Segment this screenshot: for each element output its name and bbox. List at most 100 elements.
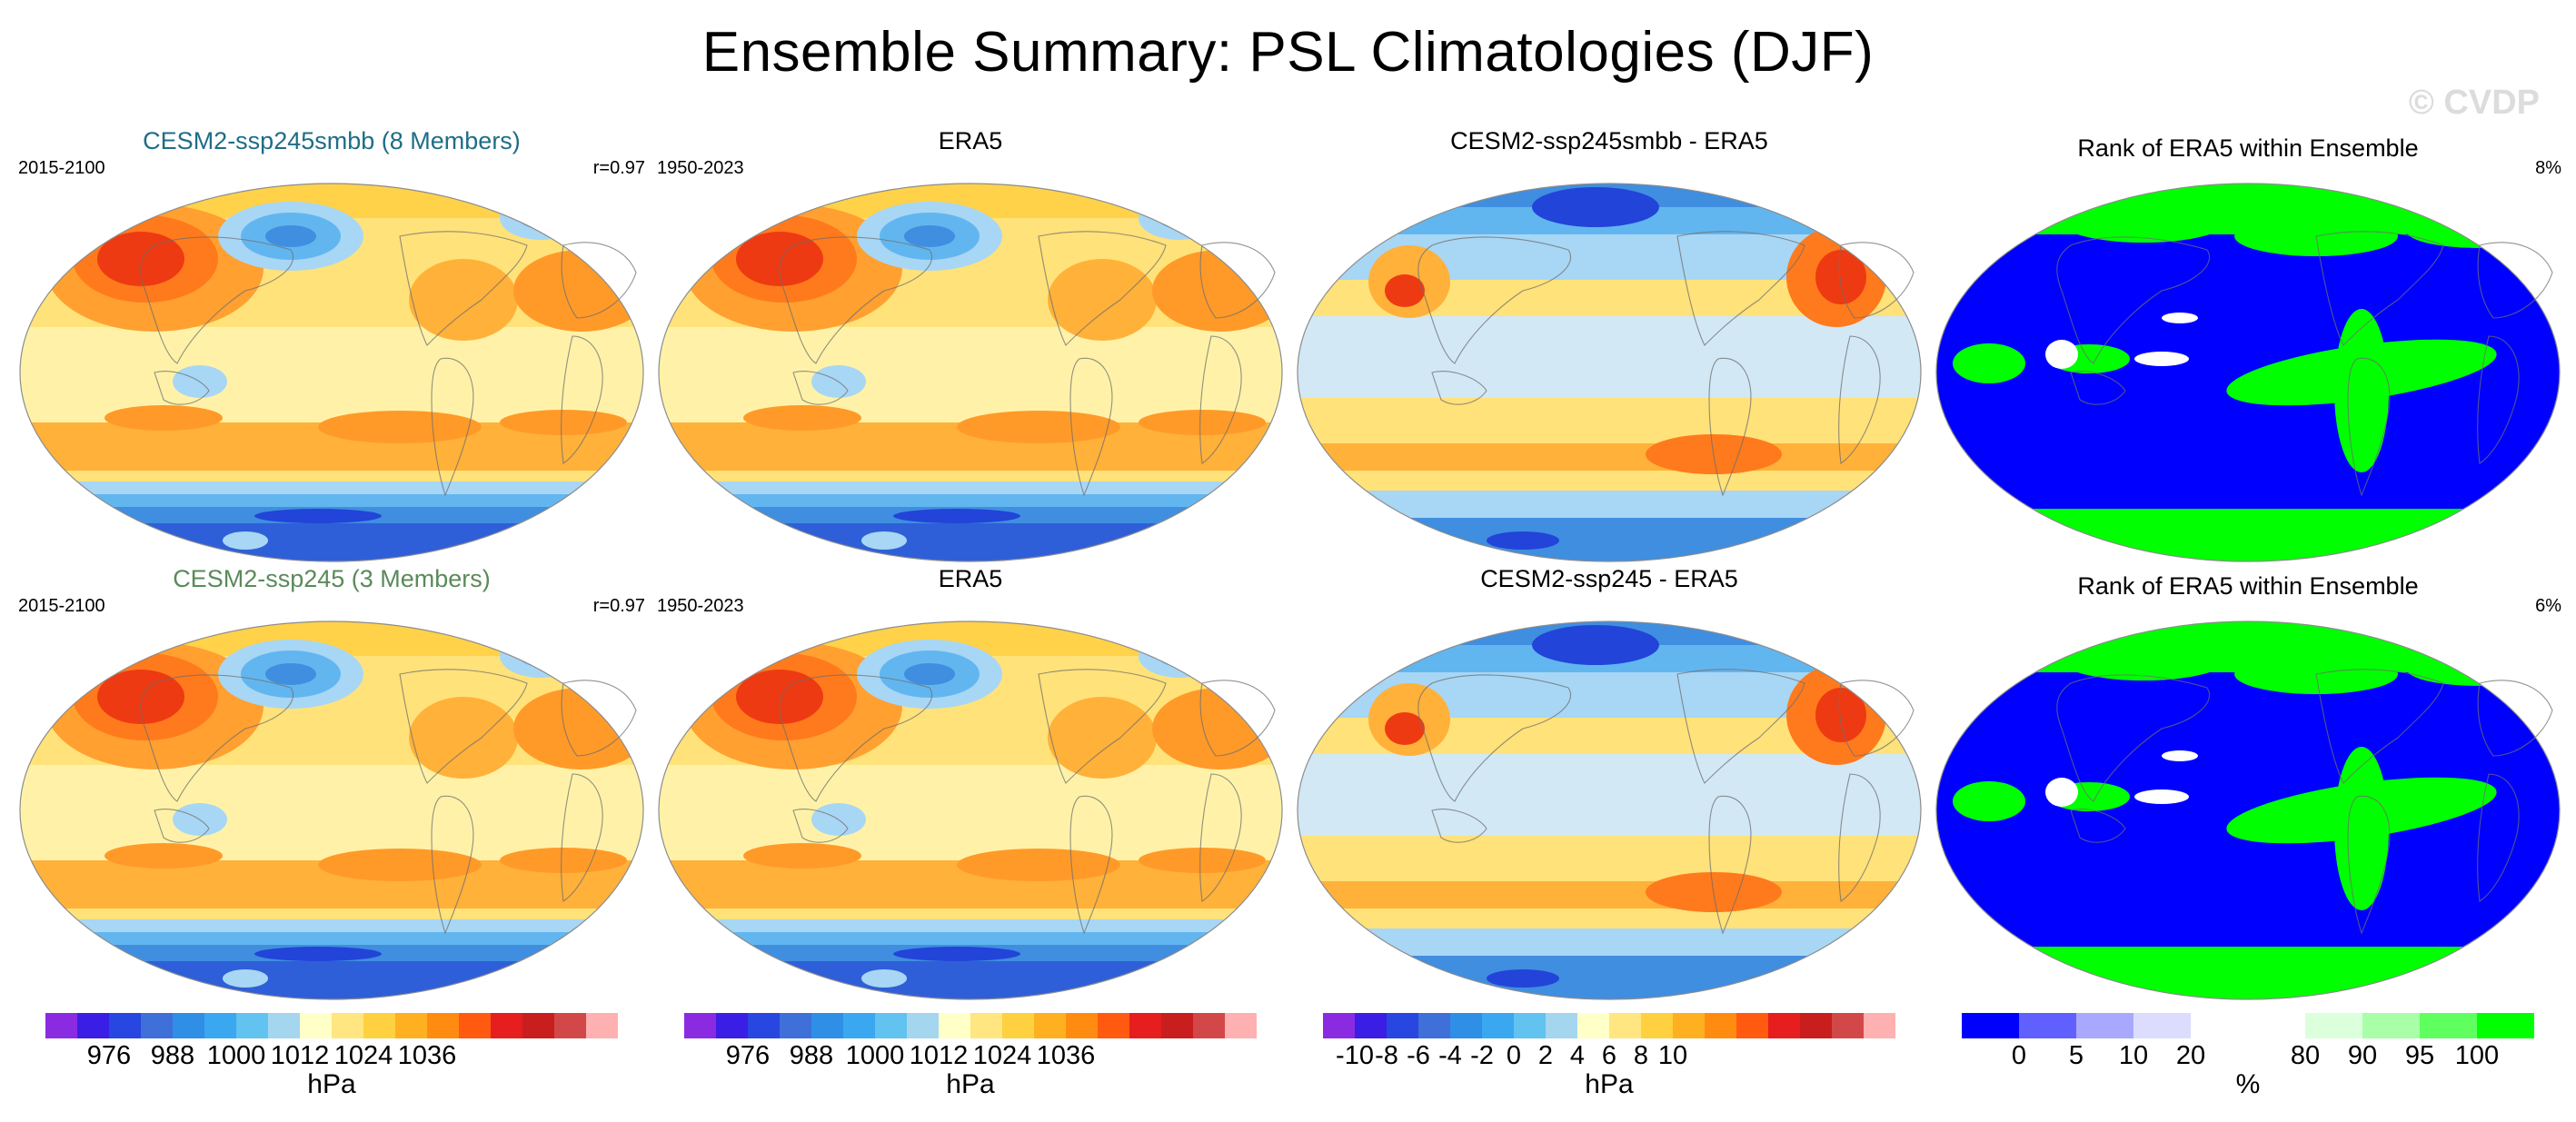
colorbar-swatch — [173, 1013, 205, 1038]
colorbar-swatch — [1225, 1013, 1258, 1038]
colorbar-tick-label: 8 — [1634, 1041, 1648, 1067]
south-atlantic-high — [500, 848, 627, 873]
coastline — [561, 680, 637, 757]
diff-south-positive-3 — [1298, 909, 1921, 928]
antarctic-feature — [223, 531, 268, 550]
psl-band-1008 — [659, 482, 1282, 494]
colorbar-swatch — [843, 1013, 876, 1038]
colorbar-tick-label: 1024 — [973, 1041, 1032, 1067]
psl-band-996 — [20, 932, 643, 945]
rank-map — [1935, 183, 2561, 562]
colorbar-tick-label: -2 — [1470, 1041, 1494, 1067]
rank-white-80pct-1 — [2045, 340, 2078, 369]
southern-ocean-low — [893, 947, 1020, 961]
south-indian-high — [743, 405, 861, 431]
coastline — [431, 357, 474, 497]
panel-title: CESM2-ssp245smbb (8 Members) — [143, 127, 521, 154]
coastline — [1676, 231, 1805, 346]
coastline — [2347, 357, 2391, 497]
colorbar-swatch — [1355, 1013, 1387, 1038]
panel-correlation: r=0.97 — [592, 596, 645, 616]
south-atlantic-high — [1139, 410, 1266, 435]
map-outline — [1297, 183, 1922, 562]
colorbar-swatch — [2305, 1013, 2363, 1038]
diff-europe-positive-core — [1815, 250, 1866, 304]
colorbar-swatch — [1450, 1013, 1483, 1038]
colorbar-tick-label: 10 — [2119, 1041, 2148, 1067]
coastline — [1676, 669, 1805, 784]
coastline — [1708, 795, 1752, 935]
coastlines — [1417, 231, 1915, 497]
map-outline — [658, 183, 1283, 562]
south-pacific-high — [957, 849, 1120, 881]
rank-north-pacific-100pct — [2062, 203, 2225, 243]
rank-white-80pct-3 — [2162, 313, 2198, 323]
colorbar-tick-label: 4 — [1570, 1041, 1585, 1067]
colorbar-swatches: 976 988 1000 1012 1024 1036 — [45, 1013, 619, 1070]
coastline — [779, 674, 933, 802]
north-america-high — [1048, 259, 1157, 341]
panel-r2c1: CESM2-ssp245 (3 Members) 2015-2100 r=0.9… — [18, 565, 645, 1001]
diff-map — [1297, 183, 1922, 562]
rank-white-80pct-1 — [2045, 778, 2078, 807]
panel-title: Rank of ERA5 within Ensemble — [2077, 572, 2419, 600]
colorbar-units: hPa — [1585, 1069, 1634, 1099]
colorbar-swatch — [236, 1013, 269, 1038]
panel-r2c2: ERA5 1950-2023 — [657, 565, 1284, 1001]
colorbar-swatch — [427, 1013, 460, 1038]
psl-antarctic-low — [659, 523, 1282, 561]
aleutian-low-core — [265, 663, 316, 685]
colorbar-tick-label: 1000 — [207, 1041, 266, 1067]
coastline — [140, 674, 294, 802]
colorbar-units: % — [2235, 1069, 2261, 1099]
siberian-high-core — [736, 670, 823, 724]
diff-antarctic-negative — [1487, 531, 1559, 550]
azores-high — [1152, 250, 1282, 332]
colorbar-tick-label: 95 — [2405, 1041, 2434, 1067]
psl-band-1008 — [659, 919, 1282, 932]
diff-tibet-positive-core — [1385, 274, 1425, 307]
psl-antarctic-low — [20, 961, 643, 999]
colorbar-tick-label: 988 — [790, 1041, 833, 1067]
coastline — [2056, 236, 2211, 364]
colorbar-swatch — [1864, 1013, 1896, 1038]
diff-antarctic-negative — [1487, 969, 1559, 988]
rank-north-pacific-100pct — [2062, 640, 2225, 680]
rank-white-80pct-2 — [2134, 789, 2189, 804]
coastline — [1038, 669, 1167, 784]
panel-title: CESM2-ssp245 - ERA5 — [1480, 565, 1738, 592]
coastline — [1038, 231, 1167, 346]
rank-antarctic-100pct — [1936, 509, 2560, 561]
south-pacific-high — [318, 411, 482, 443]
colorbar-swatch — [2191, 1013, 2249, 1038]
diff-south-positive-2 — [1298, 443, 1921, 471]
rank-south-america-100pct — [2334, 309, 2389, 472]
colorbar-swatch — [875, 1013, 908, 1038]
diff-tibet-positive-core — [1385, 712, 1425, 745]
southern-ocean-low — [254, 947, 382, 961]
coastline — [1069, 795, 1113, 935]
rank-map — [1935, 621, 2561, 1000]
colorbar-tick-label: 0 — [1507, 1041, 1521, 1067]
coastline — [154, 809, 210, 843]
colorbar-swatch — [1800, 1013, 1833, 1038]
psl-transition — [20, 909, 643, 921]
colorbar-tick-label: 1036 — [1037, 1041, 1096, 1067]
icelandic-low-core — [1157, 204, 1202, 229]
colorbar-swatch — [1577, 1013, 1610, 1038]
colorbar-tick-label: 1000 — [846, 1041, 905, 1067]
coastlines — [140, 231, 637, 497]
rank-north-atlantic-100pct — [2407, 215, 2552, 248]
colorbar-tick-label: 1024 — [334, 1041, 393, 1067]
coastline — [779, 236, 933, 364]
diff-southern-negative-2 — [1298, 956, 1921, 999]
aleutian-low-core — [265, 225, 316, 247]
siberian-high-core — [97, 670, 184, 724]
coastline — [1838, 680, 1915, 757]
figure-title: Ensemble Summary: PSL Climatologies (DJF… — [701, 21, 1875, 84]
colorbar-swatch — [1066, 1013, 1099, 1038]
panel-r1c3: CESM2-ssp245smbb - ERA5 — [1296, 127, 1923, 563]
colorbar-tick-label: -6 — [1407, 1041, 1430, 1067]
colorbar-swatch — [1193, 1013, 1226, 1038]
colorbar-swatch — [1002, 1013, 1035, 1038]
